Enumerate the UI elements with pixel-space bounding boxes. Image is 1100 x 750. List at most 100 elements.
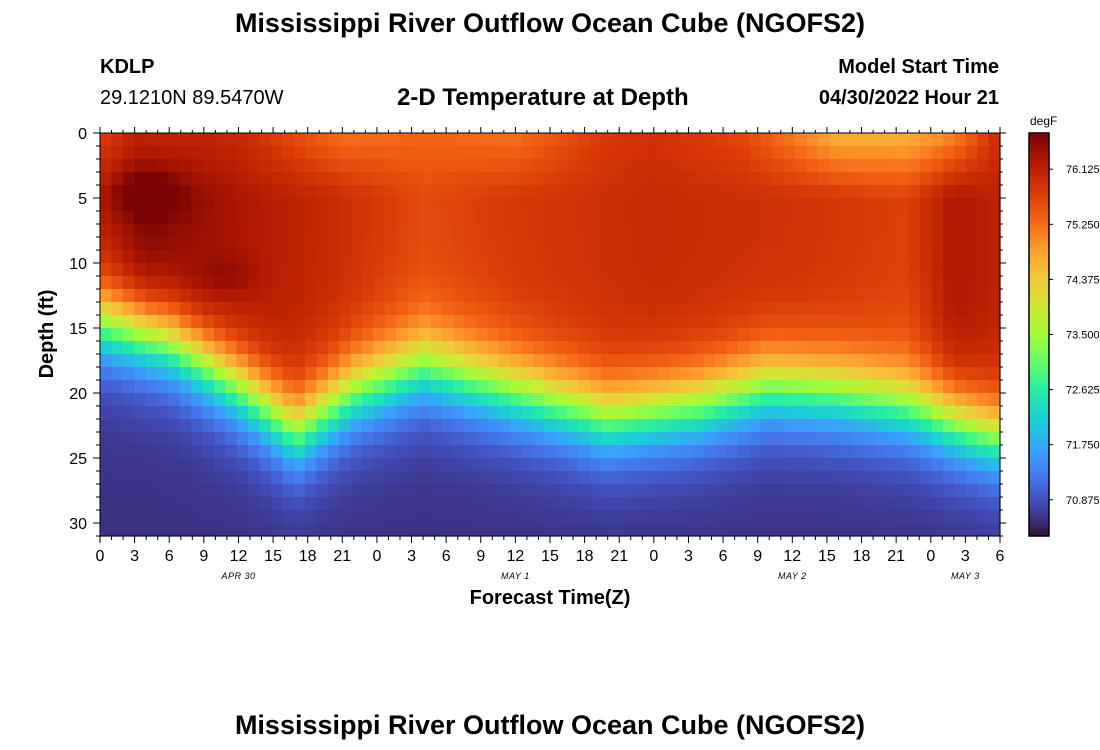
heatmap-cell <box>578 263 591 277</box>
heatmap-cell <box>943 276 956 290</box>
heatmap-cell <box>578 471 591 485</box>
heatmap-cell <box>213 432 226 446</box>
heatmap-cell <box>601 406 614 420</box>
heatmap-cell <box>430 328 443 342</box>
heatmap-cell <box>578 523 591 537</box>
heatmap-cell <box>145 328 158 342</box>
heatmap-cell <box>305 458 318 472</box>
heatmap-cell <box>259 211 272 225</box>
heatmap-cell <box>920 289 933 303</box>
heatmap-cell <box>179 380 192 394</box>
heatmap-cell <box>863 445 876 459</box>
heatmap-cell <box>362 497 375 511</box>
heatmap-cell <box>658 302 671 316</box>
heatmap-cell <box>418 250 431 264</box>
heatmap-cell <box>487 523 500 537</box>
heatmap-cell <box>475 393 488 407</box>
heatmap-cell <box>327 146 340 160</box>
heatmap-cell <box>931 367 944 381</box>
heatmap-cell <box>943 328 956 342</box>
heatmap-cell <box>122 341 135 355</box>
heatmap-cell <box>931 406 944 420</box>
heatmap-cell <box>589 211 602 225</box>
heatmap-cell <box>327 445 340 459</box>
heatmap-cell <box>339 445 352 459</box>
heatmap-cell <box>669 159 682 173</box>
heatmap-cell <box>350 354 363 368</box>
heatmap-cell <box>897 432 910 446</box>
heatmap-cell <box>658 406 671 420</box>
heatmap-cell <box>407 419 420 433</box>
heatmap-cell <box>555 419 568 433</box>
heatmap-cell <box>156 445 169 459</box>
heatmap-cell <box>441 302 454 316</box>
heatmap-cell <box>145 393 158 407</box>
heatmap-cell <box>874 380 887 394</box>
heatmap-cell <box>362 484 375 498</box>
heatmap-cell <box>179 146 192 160</box>
heatmap-cell <box>806 497 819 511</box>
heatmap-cell <box>259 315 272 329</box>
heatmap-cell <box>122 159 135 173</box>
heatmap-cell <box>817 445 830 459</box>
heatmap-cell <box>441 432 454 446</box>
heatmap-cell <box>772 185 785 199</box>
heatmap-cell <box>863 484 876 498</box>
heatmap-cell <box>339 328 352 342</box>
heatmap-cell <box>555 341 568 355</box>
heatmap-cell <box>988 172 1001 186</box>
heatmap-cell <box>179 133 192 147</box>
heatmap-cell <box>191 406 204 420</box>
heatmap-cell <box>202 432 215 446</box>
heatmap-cell <box>555 497 568 511</box>
heatmap-cell <box>441 484 454 498</box>
heatmap-cell <box>327 328 340 342</box>
heatmap-cell <box>908 263 921 277</box>
heatmap-cell <box>191 419 204 433</box>
heatmap-cell <box>692 172 705 186</box>
heatmap-cell <box>384 159 397 173</box>
heatmap-cell <box>794 302 807 316</box>
heatmap-cell <box>760 458 773 472</box>
heatmap-cell <box>578 497 591 511</box>
heatmap-cell <box>111 237 124 251</box>
heatmap-cell <box>407 250 420 264</box>
heatmap-cell <box>726 302 739 316</box>
heatmap-cell <box>897 471 910 485</box>
heatmap-cell <box>851 159 864 173</box>
heatmap-cell <box>943 185 956 199</box>
heatmap-cell <box>965 523 978 537</box>
heatmap-cell <box>715 250 728 264</box>
heatmap-cell <box>749 224 762 238</box>
heatmap-cell <box>407 432 420 446</box>
heatmap-cell <box>373 523 386 537</box>
heatmap-cell <box>270 172 283 186</box>
heatmap-cell <box>829 237 842 251</box>
heatmap-cell <box>703 133 716 147</box>
heatmap-cell <box>532 185 545 199</box>
heatmap-cell <box>441 510 454 524</box>
heatmap-cell <box>168 510 181 524</box>
heatmap-cell <box>111 250 124 264</box>
heatmap-cell <box>840 341 853 355</box>
heatmap-cell <box>145 419 158 433</box>
heatmap-cell <box>954 367 967 381</box>
heatmap-cell <box>270 328 283 342</box>
heatmap-cell <box>806 185 819 199</box>
heatmap-cell <box>851 393 864 407</box>
heatmap-cell <box>829 341 842 355</box>
x-tick-label: 21 <box>610 548 628 565</box>
heatmap-cell <box>248 328 261 342</box>
heatmap-cell <box>248 380 261 394</box>
heatmap-cell <box>236 198 249 212</box>
heatmap-cell <box>122 510 135 524</box>
heatmap-cell <box>418 523 431 537</box>
heatmap-cell <box>362 198 375 212</box>
heatmap-cell <box>122 289 135 303</box>
heatmap-cell <box>920 523 933 537</box>
heatmap-cell <box>305 159 318 173</box>
heatmap-cell <box>567 276 580 290</box>
heatmap-cell <box>293 367 306 381</box>
heatmap-cell <box>168 497 181 511</box>
heatmap-cell <box>783 302 796 316</box>
